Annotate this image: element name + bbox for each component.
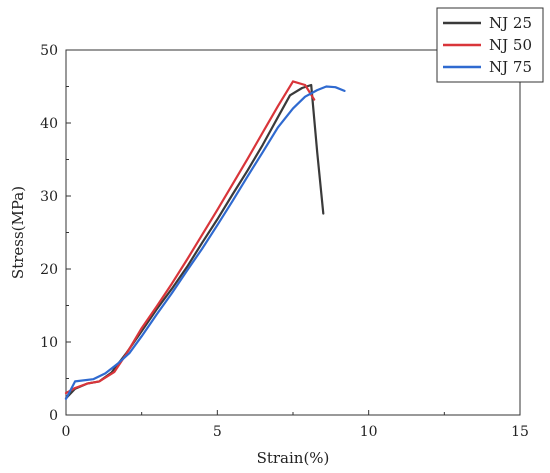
y-tick-label: 50	[40, 43, 58, 59]
x-axis-label: Strain(%)	[257, 449, 330, 467]
series-lines	[64, 80, 346, 400]
series-line-1	[64, 83, 325, 400]
x-tick-label: 15	[511, 424, 529, 440]
legend-label: NJ 50	[489, 36, 532, 54]
y-tick-label: 20	[40, 262, 58, 278]
x-tick-label: 10	[360, 424, 378, 440]
y-tick-label: 10	[40, 335, 58, 351]
y-tick-label: 30	[40, 189, 58, 205]
x-tick-label: 0	[62, 424, 71, 440]
y-axis-label: Stress(MPa)	[9, 186, 27, 279]
plot-frame	[65, 49, 521, 416]
series-line-3	[64, 85, 346, 400]
y-tick-label: 40	[40, 116, 58, 132]
plot-axes	[65, 49, 521, 416]
y-tick-label: 0	[49, 408, 58, 424]
x-tick-label: 5	[213, 424, 222, 440]
legend: NJ 25 NJ 50 NJ 75	[436, 7, 544, 83]
series-line-2	[64, 80, 316, 395]
legend-label: NJ 25	[489, 14, 532, 32]
axis-ticks: 0 5 10 15 0 10 20 30 40 50	[40, 43, 529, 440]
legend-label: NJ 75	[489, 58, 532, 76]
